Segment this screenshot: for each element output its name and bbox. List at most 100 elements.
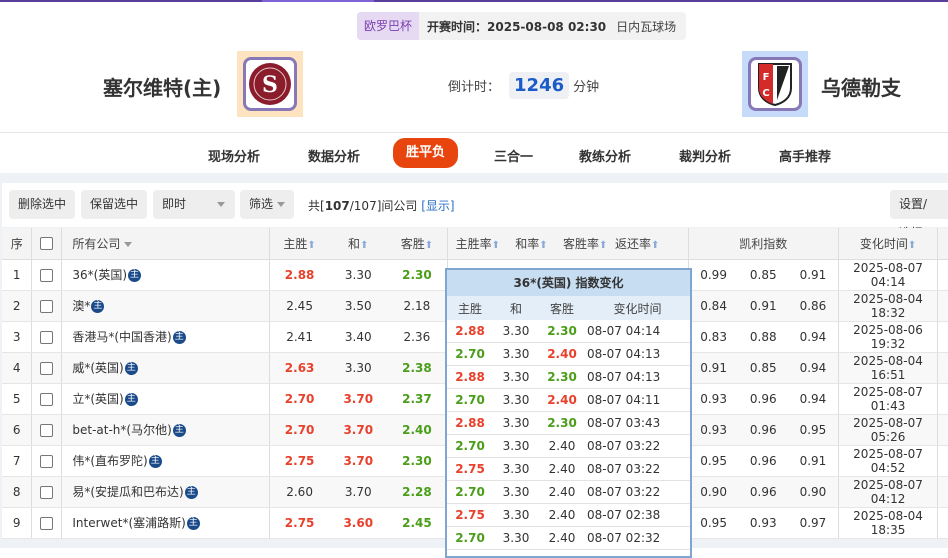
row-checkbox[interactable] <box>40 268 54 282</box>
odds-cell[interactable]: 2.60 <box>269 476 330 508</box>
odds-cell[interactable]: 2.40 <box>387 414 448 446</box>
change-time-cell[interactable]: 2025-08-07 04:12 <box>838 476 939 508</box>
tab-live-analysis[interactable]: 现场分析 <box>208 150 261 165</box>
settings-button[interactable]: 设置/选择 <box>890 190 948 240</box>
away-team-name[interactable]: 乌德勒支 <box>821 76 901 100</box>
odds-cell[interactable]: 3.60 <box>329 507 388 539</box>
countdown: 倒计时： 1246 分钟 <box>448 72 599 99</box>
keep-selected-button[interactable]: 保留选中 <box>81 190 148 219</box>
row-checkbox[interactable] <box>40 485 54 499</box>
kelly-cell: 0.96 <box>738 476 789 508</box>
filter-button[interactable]: 筛选 <box>240 190 294 219</box>
tab-expert-picks[interactable]: 高手推荐 <box>779 150 832 165</box>
odds-cell[interactable]: 3.70 <box>329 383 388 415</box>
change-time-cell[interactable]: 2025-08-06 19:32 <box>838 321 939 353</box>
odds-cell[interactable]: 2.30 <box>387 445 448 477</box>
col-return-rate[interactable]: 返还率⬆ <box>614 236 660 251</box>
change-time-cell[interactable]: 2025-08-04 18:35 <box>838 507 939 539</box>
company-name[interactable]: bet-at-h*(马尔他) <box>72 423 172 437</box>
company-name[interactable]: 立*(英国) <box>72 392 124 406</box>
odds-cell[interactable]: 2.28 <box>387 476 448 508</box>
change-time-cell[interactable]: 2025-08-07 04:52 <box>838 445 939 477</box>
tab-win-draw-lose[interactable]: 胜平负 <box>393 138 459 168</box>
tab-three-in-one[interactable]: 三合一 <box>494 150 534 165</box>
odds-cell[interactable]: 2.37 <box>387 383 448 415</box>
odds-cell[interactable]: 3.30 <box>329 259 388 291</box>
row-index: 9 <box>2 507 33 539</box>
odds-cell[interactable]: 3.70 <box>329 445 388 477</box>
odds-cell[interactable]: 3.70 <box>329 476 388 508</box>
row-checkbox[interactable] <box>40 361 54 375</box>
company-cell[interactable]: 威*(英国) 主 <box>61 352 270 384</box>
company-name[interactable]: 伟*(直布罗陀) <box>72 454 148 468</box>
change-time-cell[interactable]: 2025-08-07 04:14 <box>838 259 939 291</box>
delete-selected-button[interactable]: 删除选中 <box>9 190 76 219</box>
company-cell[interactable]: 易*(安提瓜和巴布达) 主 <box>61 476 270 508</box>
col-away-rate[interactable]: 客胜率⬆ <box>562 236 608 251</box>
odds-cell[interactable]: 3.30 <box>329 352 388 384</box>
row-checkbox[interactable] <box>40 516 54 530</box>
row-checkbox[interactable] <box>40 330 54 344</box>
odds-cell[interactable]: 2.30 <box>387 259 448 291</box>
change-time-cell[interactable]: 2025-08-07 05:26 <box>838 414 939 446</box>
company-cell[interactable]: 澳* 主 <box>61 290 270 322</box>
company-name[interactable]: 澳* <box>72 299 91 313</box>
countdown-value: 1246 <box>509 72 570 99</box>
col-draw[interactable]: 和⬆ <box>329 228 388 260</box>
odds-cell[interactable]: 2.38 <box>387 352 448 384</box>
change-time-cell[interactable]: 2025-08-04 16:51 <box>838 352 939 384</box>
popup-odds: 2.70 <box>455 347 485 361</box>
company-cell[interactable]: 伟*(直布罗陀) 主 <box>61 445 270 477</box>
change-time-cell[interactable]: 2025-08-07 01:43 <box>838 383 939 415</box>
odds-cell[interactable]: 2.75 <box>269 445 330 477</box>
show-link[interactable]: [显示] <box>421 199 455 213</box>
tab-referee-analysis[interactable]: 裁判分析 <box>679 150 732 165</box>
row-checkbox[interactable] <box>40 454 54 468</box>
main-badge-icon: 主 <box>91 300 105 313</box>
company-cell[interactable]: 36*(英国) 主 <box>61 259 270 291</box>
odds-cell[interactable]: 3.70 <box>329 414 388 446</box>
tab-data-analysis[interactable]: 数据分析 <box>308 150 361 165</box>
company-name[interactable]: 易*(安提瓜和巴布达) <box>72 485 184 499</box>
popup-time: 08-07 02:32 <box>587 531 661 545</box>
tab-coach-analysis[interactable]: 教练分析 <box>579 150 632 165</box>
company-cell[interactable]: Interwet*(塞浦路斯) 主 <box>61 507 270 539</box>
company-name[interactable]: 36*(英国) <box>72 268 128 282</box>
odds-cell[interactable]: 2.45 <box>269 290 330 322</box>
popup-odds: 3.30 <box>502 485 530 499</box>
odds-cell[interactable]: 2.88 <box>269 259 330 291</box>
col-change-time[interactable]: 变化时间⬆ <box>838 228 939 260</box>
odds-cell[interactable]: 2.70 <box>269 383 330 415</box>
col-away[interactable]: 客胜⬆ <box>387 228 448 260</box>
company-name[interactable]: 香港马*(中国香港) <box>72 330 172 344</box>
odds-cell[interactable]: 2.63 <box>269 352 330 384</box>
home-team-logo[interactable]: S <box>237 51 303 117</box>
odds-cell[interactable]: 2.70 <box>269 414 330 446</box>
venue: 日内瓦球场 <box>616 19 677 34</box>
company-cell[interactable]: bet-at-h*(马尔他) 主 <box>61 414 270 446</box>
select-all-checkbox[interactable] <box>40 237 54 251</box>
odds-cell[interactable]: 3.50 <box>329 290 388 322</box>
company-cell[interactable]: 香港马*(中国香港) 主 <box>61 321 270 353</box>
odds-cell[interactable]: 2.18 <box>387 290 448 322</box>
company-name[interactable]: 威*(英国) <box>72 361 124 375</box>
home-team-name[interactable]: 塞尔维特(主) <box>103 76 222 100</box>
col-home-rate[interactable]: 主胜率⬆ <box>455 236 500 251</box>
col-draw-rate[interactable]: 和率⬆ <box>515 236 548 251</box>
col-home[interactable]: 主胜⬆ <box>269 228 330 260</box>
odds-cell[interactable]: 2.45 <box>387 507 448 539</box>
row-checkbox[interactable] <box>40 423 54 437</box>
mode-select[interactable]: 即时 <box>153 190 235 219</box>
col-company[interactable]: 所有公司 <box>61 228 270 260</box>
row-checkbox[interactable] <box>40 299 54 313</box>
league-badge[interactable]: 欧罗巴杯 <box>357 12 420 40</box>
odds-cell[interactable]: 2.75 <box>269 507 330 539</box>
odds-cell[interactable]: 2.36 <box>387 321 448 353</box>
company-name[interactable]: Interwet*(塞浦路斯) <box>72 516 186 530</box>
row-checkbox[interactable] <box>40 392 54 406</box>
company-cell[interactable]: 立*(英国) 主 <box>61 383 270 415</box>
odds-cell[interactable]: 3.40 <box>329 321 388 353</box>
change-time-cell[interactable]: 2025-08-04 18:32 <box>838 290 939 322</box>
odds-cell[interactable]: 2.41 <box>269 321 330 353</box>
